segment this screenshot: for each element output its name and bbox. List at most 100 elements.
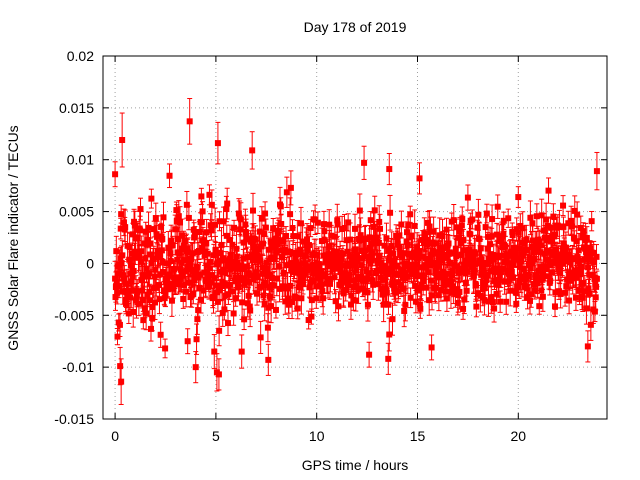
data-point <box>356 193 363 228</box>
marker <box>258 215 265 222</box>
marker <box>513 226 520 233</box>
marker <box>463 287 470 294</box>
marker <box>230 310 237 317</box>
marker <box>412 282 419 289</box>
marker <box>485 233 492 240</box>
marker <box>352 246 359 253</box>
data-point <box>483 203 490 224</box>
marker <box>261 231 268 238</box>
marker <box>480 267 487 274</box>
marker <box>206 191 213 198</box>
marker <box>208 279 215 286</box>
marker <box>424 236 431 243</box>
marker <box>505 215 512 222</box>
marker <box>157 331 164 338</box>
marker <box>272 306 279 313</box>
marker <box>381 263 388 270</box>
marker <box>455 292 462 299</box>
data-point <box>224 187 231 220</box>
marker <box>419 253 426 260</box>
data-point <box>283 176 290 208</box>
marker <box>193 336 200 343</box>
data-point <box>407 205 414 223</box>
data-point <box>193 323 200 355</box>
marker <box>209 272 216 279</box>
marker <box>273 249 280 256</box>
data-point <box>262 201 269 226</box>
data-point <box>208 220 215 241</box>
marker <box>308 265 315 272</box>
marker <box>483 210 490 217</box>
marker <box>151 226 158 233</box>
marker <box>154 233 161 240</box>
marker <box>406 266 413 273</box>
marker <box>121 275 128 282</box>
data-point <box>401 294 408 328</box>
marker <box>474 224 481 231</box>
marker <box>456 288 463 295</box>
data-point <box>387 194 394 231</box>
marker <box>408 232 415 239</box>
data-points <box>112 98 600 405</box>
marker <box>385 246 392 253</box>
marker <box>398 221 405 228</box>
marker <box>246 278 253 285</box>
marker <box>497 269 504 276</box>
marker <box>159 235 166 242</box>
marker <box>241 316 248 323</box>
marker <box>194 316 201 323</box>
marker <box>243 236 250 243</box>
marker <box>457 265 464 272</box>
marker <box>464 194 471 201</box>
marker <box>460 247 467 254</box>
marker <box>166 271 173 278</box>
marker <box>120 219 127 226</box>
marker <box>177 219 184 226</box>
marker <box>430 259 437 266</box>
marker <box>509 232 516 239</box>
data-point <box>116 312 123 337</box>
marker <box>450 217 457 224</box>
data-point <box>216 315 223 347</box>
marker <box>136 254 143 261</box>
marker <box>386 331 393 338</box>
marker <box>373 267 380 274</box>
marker <box>145 224 152 231</box>
marker <box>199 208 206 215</box>
marker <box>352 225 358 232</box>
marker <box>117 225 124 232</box>
marker <box>313 283 320 290</box>
marker <box>197 296 204 303</box>
marker <box>313 295 320 302</box>
marker <box>254 290 261 297</box>
marker <box>115 270 122 277</box>
marker <box>269 241 276 248</box>
marker <box>285 301 292 308</box>
marker <box>116 321 123 328</box>
marker <box>131 218 138 225</box>
marker <box>268 274 275 281</box>
marker <box>333 248 340 255</box>
marker <box>129 250 136 257</box>
marker <box>436 274 443 281</box>
marker <box>185 266 192 273</box>
marker <box>349 277 356 284</box>
marker <box>249 207 256 214</box>
marker <box>165 244 172 251</box>
marker <box>235 284 242 291</box>
marker <box>383 235 390 242</box>
data-point <box>290 227 297 246</box>
marker <box>489 299 496 306</box>
data-point <box>247 293 254 328</box>
marker <box>347 236 354 243</box>
marker <box>320 295 327 302</box>
data-point <box>398 210 405 239</box>
marker <box>298 295 305 302</box>
marker <box>145 270 152 277</box>
marker <box>175 213 182 220</box>
marker <box>254 274 261 281</box>
marker <box>137 227 144 234</box>
marker <box>223 232 230 239</box>
marker <box>222 269 229 276</box>
